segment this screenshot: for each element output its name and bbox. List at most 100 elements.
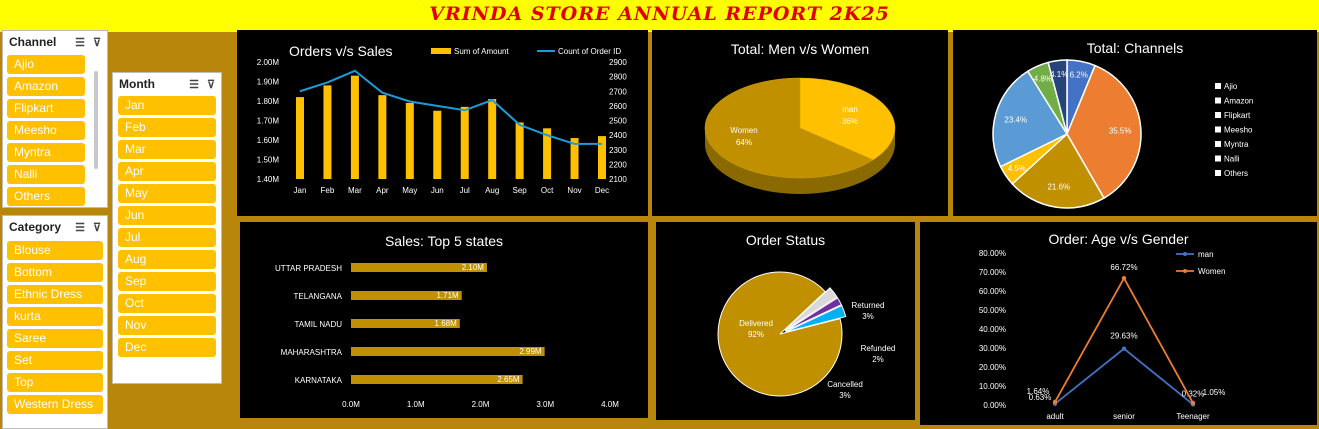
state-bar <box>351 319 460 328</box>
category-item-ethnic-dress[interactable]: Ethnic Dress <box>7 285 103 304</box>
month-item-oct[interactable]: Oct <box>118 294 216 313</box>
x-tick-label: senior <box>1113 412 1135 421</box>
y-tick-label: 50.00% <box>979 306 1006 315</box>
pie-slice-delivered <box>717 271 843 397</box>
top-states-panel: Sales: Top 5 states UTTAR PRADESH 2.10M TE… <box>240 222 648 418</box>
clear-filter-icon[interactable]: ⊽ <box>92 36 101 49</box>
slice-value: 3% <box>839 391 851 400</box>
slice-value: 23.4% <box>1004 115 1027 124</box>
clear-filter-icon[interactable]: ⊽ <box>206 78 215 91</box>
slice-value: 21.6% <box>1047 183 1070 192</box>
multi-select-icon[interactable]: ☰ <box>75 221 85 234</box>
legend-swatch <box>1215 83 1221 89</box>
channel-item-amazon[interactable]: Amazon <box>7 77 85 96</box>
sales-bar <box>570 138 579 179</box>
channel-item-flipkart[interactable]: Flipkart <box>7 99 85 118</box>
x-tick-label: 0.0M <box>342 400 360 409</box>
sales-bar <box>296 97 304 179</box>
y-tick-label: 80.00% <box>979 249 1006 258</box>
slice-value: 36% <box>842 117 858 126</box>
report-title-bar: VRINDA STORE ANNUAL REPORT 2K25 <box>0 0 1319 32</box>
slice-label: Refunded <box>861 344 896 353</box>
y-tick-label: 1.40M <box>257 175 280 184</box>
orders-vs-sales-panel: Orders v/s Sales 1.40M 1.50M 1.60M 1.70M 1.8… <box>237 30 648 216</box>
category-item-saree[interactable]: Saree <box>7 329 103 348</box>
sales-bar <box>515 122 524 179</box>
data-label: 0.63% <box>1029 393 1052 402</box>
channel-item-others[interactable]: Others <box>7 187 85 206</box>
y-tick-label: 20.00% <box>979 363 1006 372</box>
data-point <box>1121 346 1127 351</box>
category-slicer[interactable]: Category ☰ ⊽ Blouse Bottom Ethnic Dress kurta S… <box>2 215 108 429</box>
x-tick-label: Nov <box>567 186 581 195</box>
category-item-kurta[interactable]: kurta <box>7 307 103 326</box>
y2-tick-label: 2500 <box>609 117 627 126</box>
channel-item-meesho[interactable]: Meesho <box>7 121 85 140</box>
state-value-label: 1.71M <box>436 291 459 300</box>
month-item-apr[interactable]: Apr <box>118 162 216 181</box>
month-item-jan[interactable]: Jan <box>118 96 216 115</box>
month-item-sep[interactable]: Sep <box>118 272 216 291</box>
sales-bar <box>433 110 442 179</box>
top-states-chart: UTTAR PRADESH 2.10M TELANGANA 1.71M TAMIL NA… <box>275 263 619 409</box>
channel-slicer[interactable]: Channel ☰ ⊽ Ajio Amazon Flipkart Meesho Myntra N… <box>2 30 108 208</box>
age-vs-gender-title: Order: Age v/s Gender <box>1048 231 1189 247</box>
x-tick-label: Teenager <box>1176 412 1210 421</box>
legend-swatch <box>1215 155 1221 162</box>
x-tick-label: 4.0M <box>601 400 619 409</box>
clear-filter-icon[interactable]: ⊽ <box>92 221 101 234</box>
category-item-set[interactable]: Set <box>7 351 103 370</box>
month-item-jun[interactable]: Jun <box>118 206 216 225</box>
y-tick-label: 0.00% <box>983 401 1006 410</box>
legend-marker <box>1183 252 1187 256</box>
month-item-mar[interactable]: Mar <box>118 140 216 159</box>
month-item-aug[interactable]: Aug <box>118 250 216 269</box>
month-item-feb[interactable]: Feb <box>118 118 216 137</box>
legend-label: Amazon <box>1224 97 1253 106</box>
category-item-western-dress[interactable]: Western Dress <box>7 395 103 414</box>
pie-slice-flipkart <box>1011 132 1106 209</box>
pie-slice-others <box>1047 59 1068 135</box>
channel-slicer-label: Channel <box>9 35 57 49</box>
orders-line <box>299 69 602 145</box>
pie-slice-myntra <box>992 70 1069 168</box>
x-tick-label: 3.0M <box>536 400 554 409</box>
month-slicer[interactable]: Month ☰ ⊽ Jan Feb Mar Apr May Jun Jul Aug Sep Oct Nov… <box>112 72 222 384</box>
month-slicer-header: Month ☰ ⊽ <box>113 73 221 95</box>
y2-tick-label: 2400 <box>609 131 627 140</box>
channel-item-nalli[interactable]: Nalli <box>7 165 85 184</box>
category-item-top[interactable]: Top <box>7 373 103 392</box>
y-tick-label: 40.00% <box>979 325 1006 334</box>
series-line-man <box>1054 347 1194 406</box>
month-item-jul[interactable]: Jul <box>118 228 216 247</box>
men-vs-women-title: Total: Men v/s Women <box>730 41 870 57</box>
slice-label: Cancelled <box>827 380 863 389</box>
y-tick-label: 1.70M <box>257 117 280 126</box>
legend-label: Myntra <box>1224 140 1249 149</box>
legend-swatch <box>1215 126 1221 133</box>
channel-item-myntra[interactable]: Myntra <box>7 143 85 162</box>
channel-item-ajio[interactable]: Ajio <box>7 55 85 74</box>
legend-label-orders: Count of Order ID <box>558 47 621 56</box>
data-point <box>1052 399 1058 405</box>
month-item-nov[interactable]: Nov <box>118 316 216 335</box>
data-label: 1.64% <box>1027 387 1050 396</box>
month-item-may[interactable]: May <box>118 184 216 203</box>
pie-slice-man <box>799 77 896 161</box>
x-tick-label: Jul <box>460 186 470 195</box>
sales-bar <box>598 136 606 179</box>
multi-select-icon[interactable]: ☰ <box>189 78 199 91</box>
category-item-blouse[interactable]: Blouse <box>7 241 103 260</box>
channel-slicer-scrollbar[interactable] <box>94 71 98 169</box>
state-value-label: 1.68M <box>435 319 458 328</box>
category-item-bottom[interactable]: Bottom <box>7 263 103 282</box>
multi-select-icon[interactable]: ☰ <box>75 36 85 49</box>
x-tick-label: May <box>402 186 417 195</box>
y2-tick-label: 2600 <box>609 102 627 111</box>
channels-chart: 6.2% Ajio 35.5% Amazon 21.6% Flipkart 4.5% Mees… <box>992 59 1253 209</box>
x-tick-label: Jun <box>431 186 444 195</box>
month-item-dec[interactable]: Dec <box>118 338 216 357</box>
x-tick-label: Sep <box>513 186 528 195</box>
category-slicer-label: Category <box>9 220 62 234</box>
orders-vs-sales-title: Orders v/s Sales <box>289 43 393 59</box>
